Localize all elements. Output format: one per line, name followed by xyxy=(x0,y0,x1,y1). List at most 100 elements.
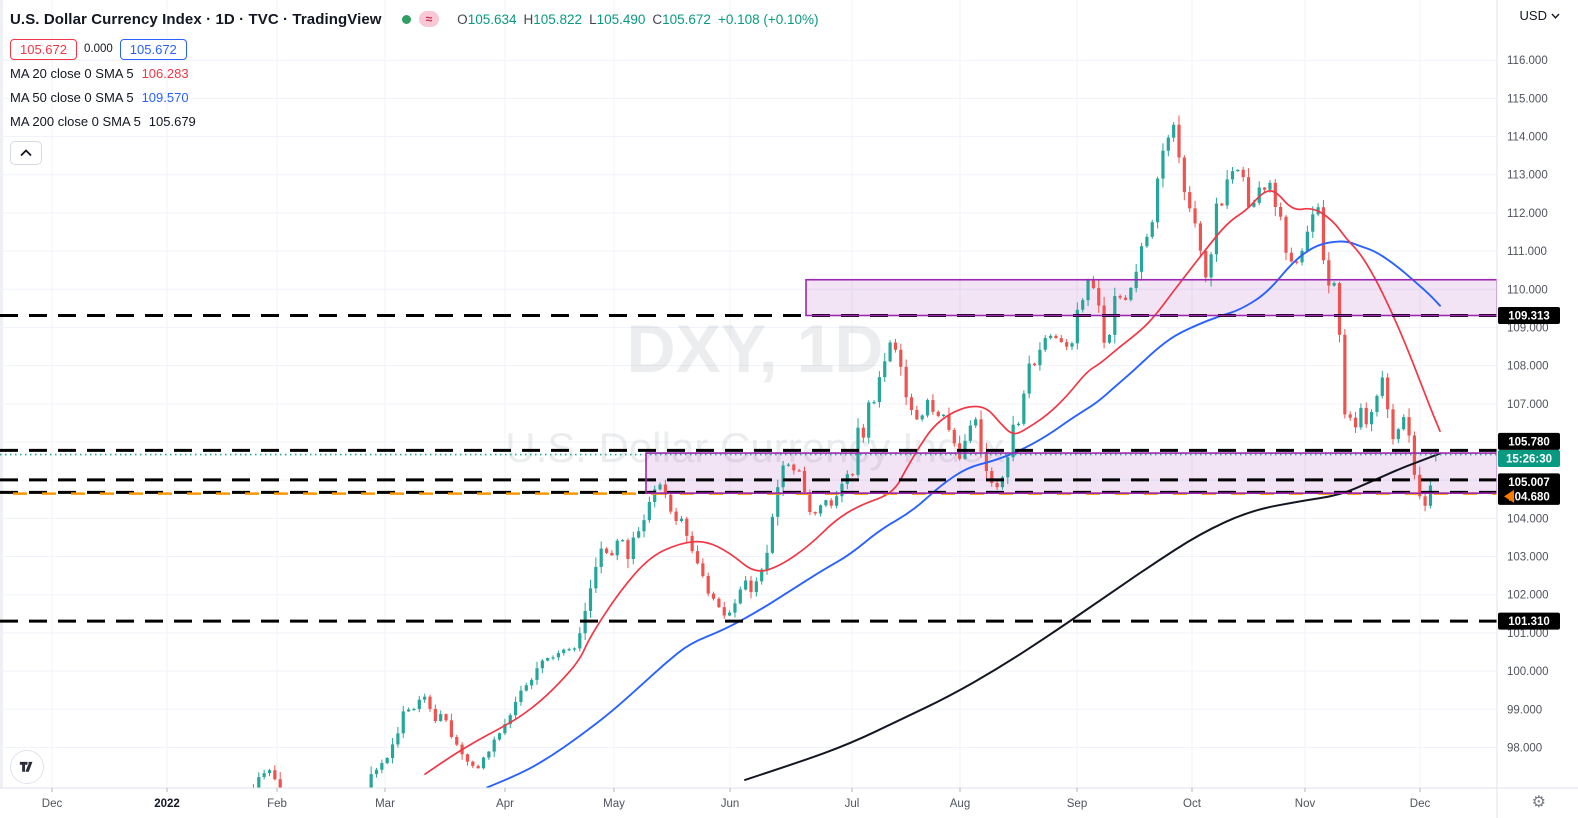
candle-body xyxy=(1332,283,1336,286)
symbol-title[interactable]: U.S. Dollar Currency Index · 1D · TVC · … xyxy=(10,10,382,28)
candle-body xyxy=(1145,236,1149,247)
buy-price-button[interactable]: 105.672 xyxy=(119,38,187,60)
candle-body xyxy=(503,724,507,734)
candle-body xyxy=(1086,280,1090,301)
candle-body xyxy=(877,377,881,403)
candle-body xyxy=(1273,182,1277,207)
candle-body xyxy=(556,653,560,658)
candle-body xyxy=(267,770,272,774)
price-label-text: 105.780 xyxy=(1508,436,1550,448)
indicator-legend-ma50[interactable]: MA 50 close 0 SMA 5 109.570 xyxy=(10,85,819,109)
candle-body xyxy=(492,739,496,752)
time-axis[interactable]: Dec 2022 Feb Mar Apr May Jun Jul Aug Sep Oct Nov Dec xyxy=(42,788,1431,810)
candle-body xyxy=(797,470,801,472)
pane-left-edge xyxy=(0,0,3,788)
candle-body xyxy=(637,531,641,538)
collapse-legend-button[interactable] xyxy=(10,141,42,165)
ma-line-ma50[interactable] xyxy=(486,240,1441,788)
candle-body xyxy=(1182,157,1186,193)
candle-body xyxy=(995,482,999,488)
candle-body xyxy=(428,696,432,709)
symbol-row: U.S. Dollar Currency Index · 1D · TVC · … xyxy=(10,8,819,30)
candle-body xyxy=(1246,177,1251,207)
candle-body xyxy=(925,400,930,416)
price-scale-currency-button[interactable]: USD xyxy=(1514,6,1566,25)
candle-body xyxy=(920,415,924,420)
price-tick-label: 116.000 xyxy=(1507,55,1548,67)
candle-body xyxy=(701,563,705,577)
candle-body xyxy=(733,603,737,613)
chart-header: U.S. Dollar Currency Index · 1D · TVC · … xyxy=(10,8,819,165)
candle-body xyxy=(567,649,571,651)
candle-body xyxy=(1402,417,1406,430)
candle-body xyxy=(1396,429,1400,440)
candle-body xyxy=(1065,342,1069,347)
open-value: 105.634 xyxy=(467,11,517,27)
candle-body xyxy=(1198,223,1202,251)
price-label-text: 109.313 xyxy=(1508,311,1550,323)
candle-body xyxy=(1220,203,1224,206)
ma50-value: 109.570 xyxy=(141,89,189,105)
sell-price-button[interactable]: 105.672 xyxy=(10,38,77,60)
price-tick-label: 108.000 xyxy=(1507,361,1549,373)
candle-body xyxy=(572,648,577,650)
candle-body xyxy=(412,708,416,711)
price-tick-label: 110.000 xyxy=(1507,284,1548,296)
candle-body xyxy=(380,763,384,770)
time-tick-label: 2022 xyxy=(154,798,180,810)
candle-body xyxy=(1412,435,1416,475)
candle-body xyxy=(273,770,277,780)
candle-body xyxy=(1032,363,1037,366)
candle-body xyxy=(840,483,844,497)
time-tick-label: Apr xyxy=(496,798,514,810)
candle-body xyxy=(899,349,903,367)
indicator-legend-ma200[interactable]: MA 200 close 0 SMA 5 105.679 xyxy=(10,109,819,133)
candle-body xyxy=(674,511,678,521)
candle-body xyxy=(770,516,774,553)
candle-body xyxy=(1156,178,1160,223)
candle-body xyxy=(1230,171,1235,180)
candle-body xyxy=(883,361,887,378)
candle-body xyxy=(1370,411,1374,425)
price-tick-label: 103.000 xyxy=(1507,552,1549,564)
alert-triangle-icon[interactable] xyxy=(1504,489,1514,503)
candle-body xyxy=(658,484,662,490)
approx-data-badge-icon: ≈ xyxy=(418,11,440,27)
candle-body xyxy=(1054,335,1058,339)
time-tick-label: Jun xyxy=(721,798,740,810)
time-tick-label: Dec xyxy=(1410,798,1431,810)
candle-body xyxy=(909,397,914,410)
zone-fill[interactable] xyxy=(806,279,1497,316)
candle-body xyxy=(1193,208,1197,224)
candle-body xyxy=(1225,179,1229,206)
candle-body xyxy=(685,518,689,536)
candle-body xyxy=(835,496,839,506)
price-axis[interactable]: 98.000 99.000 100.000 101.000 102.000 103.000… xyxy=(1498,55,1560,754)
candle-body xyxy=(717,598,721,608)
candle-body xyxy=(476,765,480,769)
candle-body xyxy=(861,427,865,438)
candle-body xyxy=(824,500,828,506)
supply-demand-zone-fills[interactable] xyxy=(646,279,1497,494)
close-value: 105.672 xyxy=(662,11,711,27)
ma200-value: 105.679 xyxy=(148,113,196,129)
candle-body xyxy=(1016,423,1021,426)
candle-body xyxy=(990,471,994,483)
candle-body xyxy=(1375,395,1379,412)
tradingview-logo[interactable] xyxy=(10,750,44,784)
zone-fill[interactable] xyxy=(646,453,1497,494)
candle-body xyxy=(1359,407,1363,428)
time-tick-label: Feb xyxy=(267,798,287,810)
ma-line-ma20[interactable] xyxy=(424,190,1441,776)
candle-body xyxy=(1139,246,1144,272)
timezone-settings-gear-icon[interactable]: ⚙ xyxy=(1531,794,1546,811)
candle-body xyxy=(776,487,780,517)
indicator-legend-ma20[interactable]: MA 20 close 0 SMA 5 106.283 xyxy=(10,61,819,85)
candlestick-series[interactable] xyxy=(0,115,1438,818)
candle-body xyxy=(952,429,956,444)
candle-body xyxy=(546,658,550,661)
price-tick-label: 114.000 xyxy=(1507,132,1548,144)
high-label: H xyxy=(523,11,534,27)
